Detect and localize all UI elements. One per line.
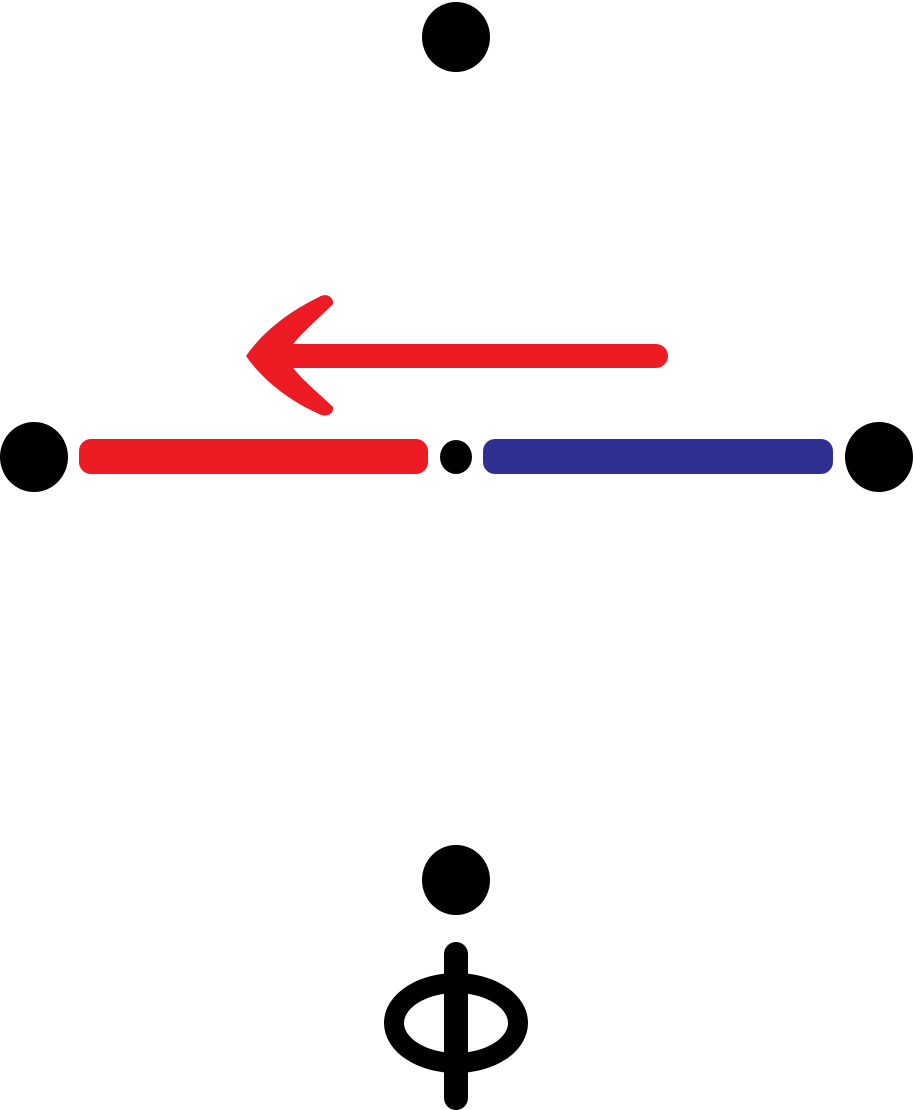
node-center: [440, 440, 472, 474]
arrow-head: [246, 295, 334, 416]
node-bottom: [422, 845, 490, 915]
node-right: [845, 422, 913, 492]
left-segment: [79, 439, 428, 474]
arrow-left-icon: [246, 295, 668, 416]
node-left: [0, 422, 68, 492]
phi-symbol-icon: [384, 942, 528, 1110]
right-segment: [483, 439, 833, 474]
node-top: [422, 2, 490, 72]
